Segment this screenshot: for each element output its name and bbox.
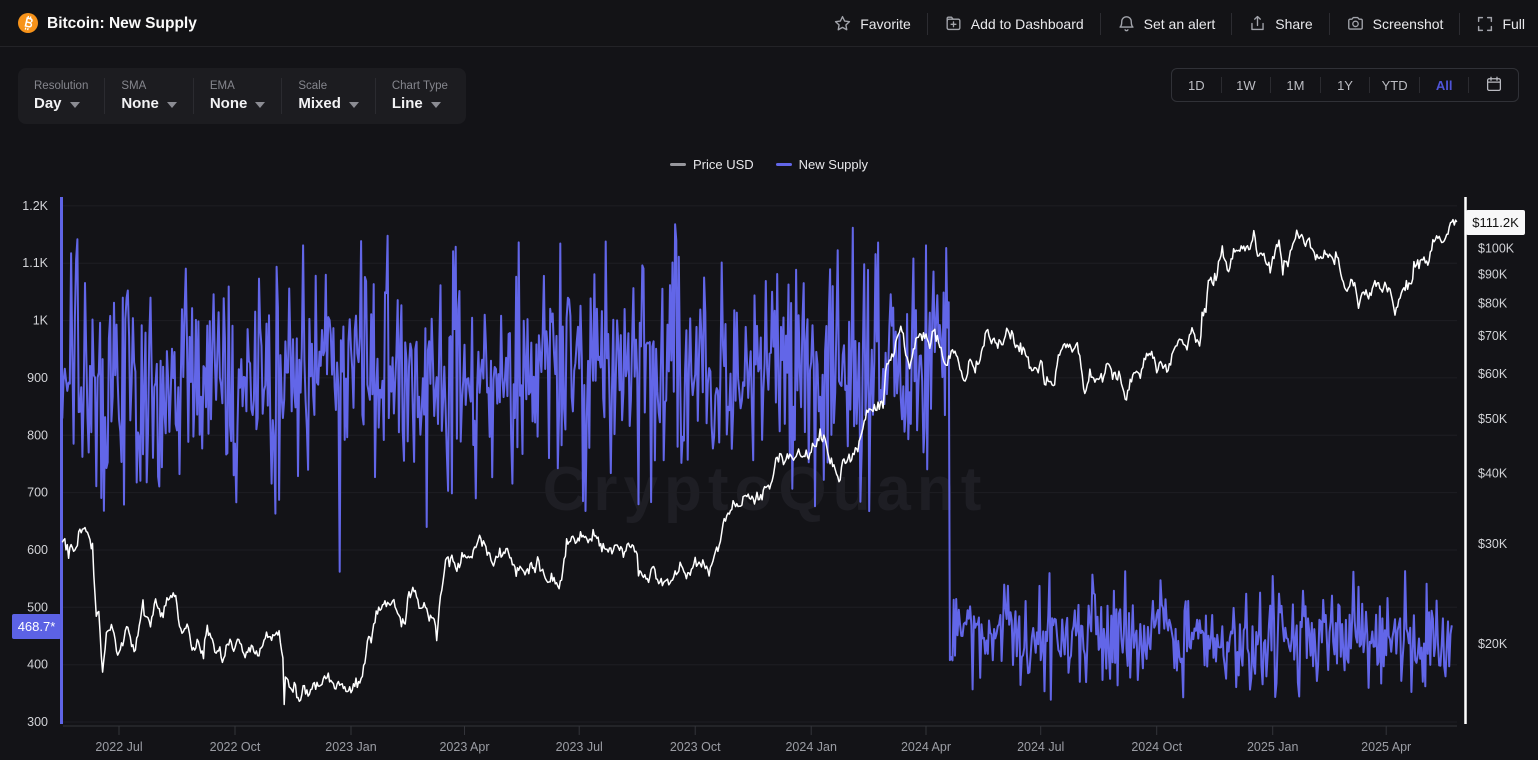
svg-text:468.7*: 468.7* bbox=[18, 619, 56, 634]
svg-text:2022 Oct: 2022 Oct bbox=[210, 740, 261, 754]
svg-text:$60K: $60K bbox=[1478, 367, 1508, 381]
svg-text:2024 Apr: 2024 Apr bbox=[901, 740, 951, 754]
svg-text:$40K: $40K bbox=[1478, 467, 1508, 481]
svg-text:2025 Jan: 2025 Jan bbox=[1247, 740, 1298, 754]
svg-text:2023 Oct: 2023 Oct bbox=[670, 740, 721, 754]
svg-text:$50K: $50K bbox=[1478, 412, 1508, 426]
svg-text:$20K: $20K bbox=[1478, 637, 1508, 651]
svg-text:$70K: $70K bbox=[1478, 329, 1508, 343]
svg-text:$30K: $30K bbox=[1478, 537, 1508, 551]
svg-text:2023 Jul: 2023 Jul bbox=[556, 740, 603, 754]
svg-text:500: 500 bbox=[27, 600, 48, 614]
svg-text:2024 Jan: 2024 Jan bbox=[785, 740, 836, 754]
svg-text:1.1K: 1.1K bbox=[22, 256, 48, 270]
svg-text:900: 900 bbox=[27, 371, 48, 385]
svg-text:2024 Oct: 2024 Oct bbox=[1131, 740, 1182, 754]
svg-text:2022 Jul: 2022 Jul bbox=[95, 740, 142, 754]
svg-text:800: 800 bbox=[27, 428, 48, 442]
svg-text:$90K: $90K bbox=[1478, 267, 1508, 281]
svg-text:2023 Apr: 2023 Apr bbox=[439, 740, 489, 754]
svg-text:400: 400 bbox=[27, 658, 48, 672]
svg-text:$80K: $80K bbox=[1478, 296, 1508, 310]
svg-text:$100K: $100K bbox=[1478, 242, 1515, 256]
svg-text:1.2K: 1.2K bbox=[22, 199, 48, 213]
svg-text:CryptoQuant: CryptoQuant bbox=[543, 455, 988, 524]
svg-text:2024 Jul: 2024 Jul bbox=[1017, 740, 1064, 754]
svg-text:$111.2K: $111.2K bbox=[1472, 215, 1519, 230]
svg-text:1K: 1K bbox=[33, 314, 49, 328]
svg-text:300: 300 bbox=[27, 715, 48, 729]
svg-text:2025 Apr: 2025 Apr bbox=[1361, 740, 1411, 754]
svg-text:2023 Jan: 2023 Jan bbox=[325, 740, 376, 754]
svg-text:700: 700 bbox=[27, 486, 48, 500]
svg-text:600: 600 bbox=[27, 543, 48, 557]
